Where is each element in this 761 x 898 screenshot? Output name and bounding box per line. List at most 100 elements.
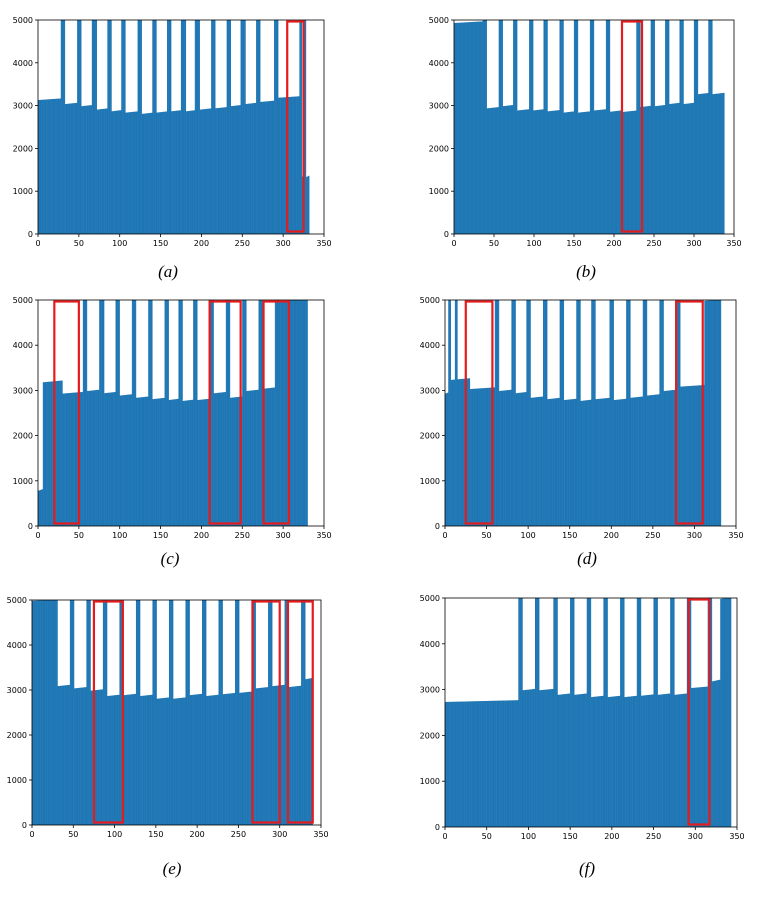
bar	[171, 600, 173, 825]
bar	[690, 598, 692, 827]
bar	[598, 696, 600, 827]
x-tick-label: 100	[107, 830, 122, 839]
bar	[117, 300, 119, 526]
bar	[119, 110, 121, 234]
bar	[116, 695, 118, 825]
bar	[598, 109, 600, 234]
bar	[613, 111, 615, 234]
bar	[562, 694, 564, 827]
bar	[697, 385, 699, 526]
bar	[719, 93, 721, 234]
bar	[540, 690, 542, 827]
bar	[130, 394, 132, 526]
bar	[494, 107, 496, 234]
bar	[581, 400, 583, 526]
bar	[565, 693, 567, 827]
bar	[307, 678, 309, 825]
bar	[67, 685, 69, 825]
bar	[169, 20, 171, 234]
bar	[482, 20, 484, 234]
bar	[612, 111, 614, 234]
bar	[62, 20, 64, 234]
bar	[548, 399, 550, 526]
bar	[452, 379, 454, 526]
bar	[69, 392, 71, 526]
bar	[223, 392, 225, 526]
bar	[451, 379, 453, 526]
bar	[525, 392, 527, 526]
bar	[183, 697, 185, 825]
x-tick-label: 0	[442, 531, 447, 540]
bar	[50, 99, 52, 235]
bar	[220, 600, 223, 825]
bar	[478, 21, 480, 234]
bar	[583, 112, 585, 234]
bar	[542, 689, 544, 827]
bar	[225, 107, 227, 234]
bar	[275, 300, 277, 526]
bar	[138, 20, 140, 234]
bar	[75, 102, 77, 234]
bar	[140, 20, 142, 234]
bar	[690, 103, 692, 234]
bar	[513, 20, 515, 234]
bar	[660, 105, 662, 234]
bar	[274, 20, 276, 234]
bar	[453, 701, 455, 827]
bar	[40, 99, 42, 234]
bar	[668, 390, 670, 526]
bar	[176, 398, 178, 526]
bar	[188, 400, 190, 526]
bar	[41, 600, 43, 825]
bar	[492, 700, 494, 827]
bar	[610, 696, 612, 827]
bar	[189, 110, 191, 234]
bar	[597, 399, 599, 526]
bar	[517, 110, 519, 234]
bar	[186, 600, 188, 825]
bar	[231, 693, 233, 825]
bar	[212, 20, 214, 234]
bar	[726, 598, 728, 827]
bar	[481, 21, 483, 235]
bar	[601, 695, 603, 827]
bar	[122, 20, 124, 234]
bar	[525, 109, 527, 234]
bar	[500, 390, 502, 526]
bar	[73, 392, 75, 526]
bar	[602, 398, 604, 526]
bar	[469, 378, 471, 526]
bar	[278, 300, 281, 526]
bar	[62, 685, 64, 825]
bar	[134, 693, 136, 825]
bar	[636, 397, 639, 526]
bar	[272, 100, 274, 234]
bar	[237, 600, 239, 825]
bar	[594, 696, 596, 827]
bar	[76, 102, 78, 234]
bar	[142, 397, 144, 526]
y-tick-label: 1000	[13, 477, 33, 486]
bar	[201, 109, 203, 234]
bar	[514, 700, 517, 827]
bar	[656, 394, 658, 526]
bar	[658, 394, 660, 526]
bar	[486, 387, 488, 526]
bar	[682, 386, 684, 526]
bar	[257, 688, 259, 825]
bar	[729, 598, 731, 827]
bar	[532, 689, 534, 827]
bar	[573, 598, 575, 827]
bar	[156, 698, 158, 825]
bar	[194, 300, 196, 526]
bar	[701, 93, 703, 235]
bar	[40, 600, 42, 825]
bar	[605, 109, 607, 234]
y-tick-label: 0	[28, 230, 33, 239]
bar	[90, 390, 92, 526]
bar	[633, 696, 635, 827]
panel-caption: (c)	[161, 549, 180, 568]
bar	[246, 391, 248, 526]
bar	[653, 598, 655, 827]
bar	[657, 105, 659, 234]
